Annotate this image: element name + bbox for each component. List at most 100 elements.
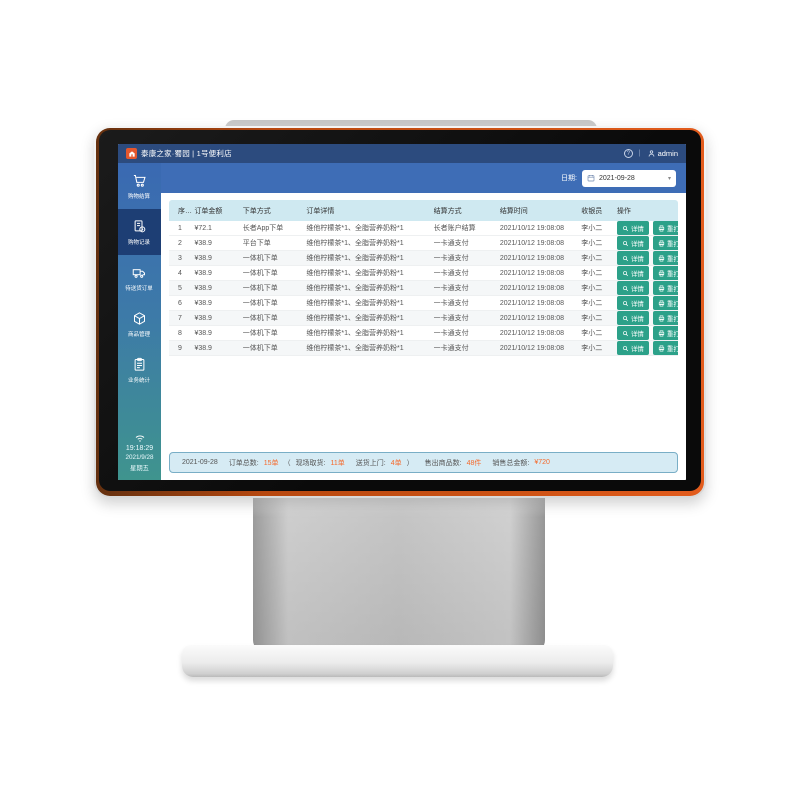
cell-method: 一体机下单	[242, 285, 278, 292]
clock-weekday: 星期五	[130, 465, 149, 472]
col-time: 结算时间	[499, 207, 528, 215]
table-row: 4 ¥38.9 一体机下单 维他柠檬茶*1、全脂营养奶粉*1 一卡通支付 202…	[169, 266, 678, 281]
detail-button[interactable]: 详情	[616, 296, 649, 310]
search-icon	[622, 300, 628, 306]
detail-button[interactable]: 详情	[616, 281, 649, 295]
sidebar-item-purchase-records[interactable]: 购物记录	[118, 209, 161, 255]
sidebar-item-checkout[interactable]: 购物结算	[118, 163, 161, 209]
username: admin	[657, 149, 678, 158]
cell-seq: 2	[178, 239, 182, 247]
detail-button[interactable]: 详情	[616, 236, 649, 250]
cell-detail: 维他柠檬茶*1、全脂营养奶粉*1	[306, 285, 404, 292]
reprint-receipt-button[interactable]: 重打小票	[652, 281, 678, 295]
reprint-receipt-button[interactable]: 重打小票	[652, 236, 678, 250]
cell-method: 一体机下单	[242, 315, 278, 322]
cell-cashier: 李小二	[581, 270, 603, 277]
cell-method: 一体机下单	[242, 255, 278, 262]
cell-cashier: 李小二	[581, 285, 603, 292]
cell-seq: 7	[178, 314, 182, 322]
orders-total-value: 15单	[263, 459, 279, 467]
reprint-receipt-button[interactable]: 重打小票	[652, 341, 678, 355]
screen: 泰康之家·蜀园 | 1号便利店 ? | admin	[118, 144, 686, 480]
search-icon	[622, 240, 628, 246]
reprint-receipt-button[interactable]: 重打小票	[652, 266, 678, 280]
col-pay: 结算方式	[433, 207, 462, 215]
table-row: 7 ¥38.9 一体机下单 维他柠檬茶*1、全脂营养奶粉*1 一卡通支付 202…	[169, 311, 678, 326]
cell-pay: 一卡通支付	[433, 240, 469, 247]
printer-icon	[658, 285, 665, 291]
cell-time: 2021/10/12 19:08:08	[499, 344, 565, 352]
cell-detail: 维他柠檬茶*1、全脂营养奶粉*1	[306, 255, 404, 262]
cell-time: 2021/10/12 19:08:08	[499, 269, 565, 277]
reprint-receipt-button[interactable]: 重打小票	[652, 311, 678, 325]
cell-time: 2021/10/12 19:08:08	[499, 314, 565, 322]
cell-cashier: 李小二	[581, 330, 603, 337]
cell-cashier: 李小二	[581, 225, 603, 232]
help-icon[interactable]: ?	[623, 149, 633, 158]
cell-time: 2021/10/12 19:08:08	[499, 284, 565, 292]
reprint-receipt-button[interactable]: 重打小票	[652, 326, 678, 340]
cell-pay: 长者账户结算	[433, 225, 476, 232]
cell-detail: 维他柠檬茶*1、全脂营养奶粉*1	[306, 300, 404, 307]
pickup-label: 现场取货:	[295, 459, 326, 467]
items-sold-label: 售出商品数:	[424, 459, 462, 467]
table-row: 9 ¥38.9 一体机下单 维他柠檬茶*1、全脂营养奶粉*1 一卡通支付 202…	[169, 341, 678, 356]
cell-amount: ¥38.9	[194, 344, 212, 352]
table-body: 1 ¥72.1 长者App下单 维他柠檬茶*1、全脂营养奶粉*1 长者账户结算 …	[169, 221, 678, 356]
search-icon	[622, 315, 628, 321]
cell-amount: ¥38.9	[194, 314, 212, 322]
reprint-receipt-button[interactable]: 重打小票	[652, 251, 678, 265]
cell-amount: ¥38.9	[194, 239, 212, 247]
cell-detail: 维他柠檬茶*1、全脂营养奶粉*1	[306, 270, 404, 277]
table-header: 序号 订单金额 下单方式 订单详情 结算方式 结算时间 收银员 操作	[169, 200, 678, 221]
cell-pay: 一卡通支付	[433, 330, 469, 337]
cell-amount: ¥38.9	[194, 269, 212, 277]
monitor-stand-neck	[253, 488, 545, 652]
detail-button[interactable]: 详情	[616, 311, 649, 325]
col-actions: 操作	[616, 207, 631, 215]
date-picker[interactable]: 2021-09-28 ▾	[582, 169, 676, 187]
date-label: 日期:	[561, 175, 577, 182]
monitor-stand-base	[182, 645, 613, 677]
cell-amount: ¥38.9	[194, 329, 212, 337]
detail-button[interactable]: 详情	[616, 326, 649, 340]
col-cashier: 收银员	[581, 207, 603, 215]
sidebar-item-product-management[interactable]: 商品管理	[118, 301, 161, 347]
summary-bar: 2021-09-28 订单总数: 15单 （ 现场取货: 11单 送货上门: 4…	[169, 452, 678, 473]
cell-time: 2021/10/12 19:08:08	[499, 239, 565, 247]
detail-button[interactable]: 详情	[616, 341, 649, 355]
printer-icon	[658, 240, 665, 246]
printer-icon	[658, 270, 665, 276]
sidebar-item-pending-delivery[interactable]: 待送货订单	[118, 255, 161, 301]
cell-cashier: 李小二	[581, 345, 603, 352]
printer-icon	[658, 330, 665, 336]
cell-time: 2021/10/12 19:08:08	[499, 329, 565, 337]
table-row: 6 ¥38.9 一体机下单 维他柠檬茶*1、全脂营养奶粉*1 一卡通支付 202…	[169, 296, 678, 311]
search-icon	[622, 255, 628, 261]
summary-date: 2021-09-28	[182, 459, 218, 466]
cell-seq: 6	[178, 299, 182, 307]
user-menu[interactable]: admin	[647, 149, 678, 158]
monitor-orange-trim: 泰康之家·蜀园 | 1号便利店 ? | admin	[96, 128, 704, 496]
cell-cashier: 李小二	[581, 255, 603, 262]
sidebar-item-business-stats[interactable]: 业务统计	[118, 347, 161, 393]
reprint-receipt-button[interactable]: 重打小票	[652, 221, 678, 235]
detail-button[interactable]: 详情	[616, 251, 649, 265]
clock-date: 2021/9/28	[125, 454, 154, 461]
cell-method: 长者App下单	[242, 225, 284, 232]
detail-button[interactable]: 详情	[616, 221, 649, 235]
reprint-receipt-button[interactable]: 重打小票	[652, 296, 678, 310]
cell-method: 一体机下单	[242, 330, 278, 337]
col-detail: 订单详情	[306, 207, 335, 215]
sidebar-clock: 19:18:29 2021/9/28 星期五	[118, 433, 161, 480]
col-method: 下单方式	[242, 207, 271, 215]
cell-detail: 维他柠檬茶*1、全脂营养奶粉*1	[306, 315, 404, 322]
table-row: 2 ¥38.9 平台下单 维他柠檬茶*1、全脂营养奶粉*1 一卡通支付 2021…	[169, 236, 678, 251]
receipt-icon	[134, 219, 146, 232]
clipboard-icon	[134, 357, 145, 371]
table-row: 1 ¥72.1 长者App下单 维他柠檬茶*1、全脂营养奶粉*1 长者账户结算 …	[169, 221, 678, 236]
delivery-label: 送货上门:	[355, 459, 386, 467]
cell-seq: 3	[178, 254, 182, 262]
detail-button[interactable]: 详情	[616, 266, 649, 280]
